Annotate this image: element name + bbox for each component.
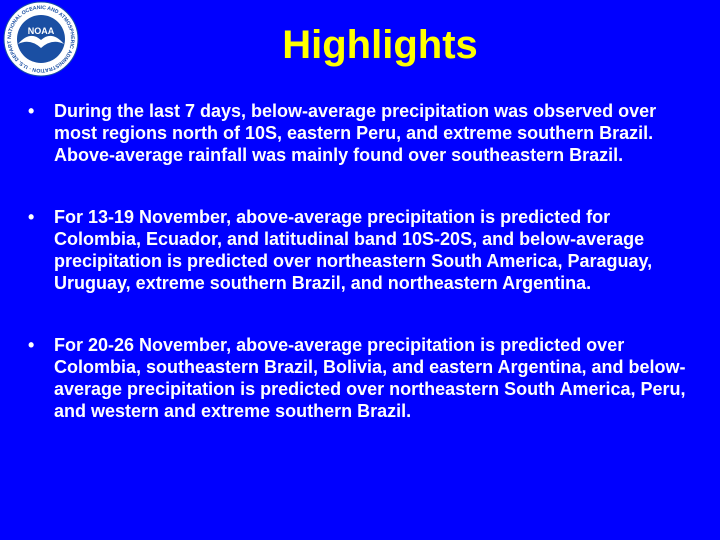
list-item: • For 20-26 November, above-average prec…: [28, 334, 698, 422]
bullet-icon: •: [28, 101, 35, 121]
logo-text: NOAA: [28, 26, 55, 36]
bullet-icon: •: [28, 207, 35, 227]
noaa-logo-icon: NATIONAL OCEANIC AND ATMOSPHERIC ADMINIS…: [0, 0, 80, 78]
highlights-list: • During the last 7 days, below-average …: [28, 100, 698, 422]
bullet-text: During the last 7 days, below-average pr…: [54, 101, 657, 165]
list-item: • For 13-19 November, above-average prec…: [28, 206, 698, 294]
bullet-icon: •: [28, 335, 35, 355]
page-title: Highlights: [282, 23, 478, 67]
bullet-text: For 20-26 November, above-average precip…: [54, 335, 686, 421]
bullet-text: For 13-19 November, above-average precip…: [54, 207, 653, 293]
list-item: • During the last 7 days, below-average …: [28, 100, 698, 166]
